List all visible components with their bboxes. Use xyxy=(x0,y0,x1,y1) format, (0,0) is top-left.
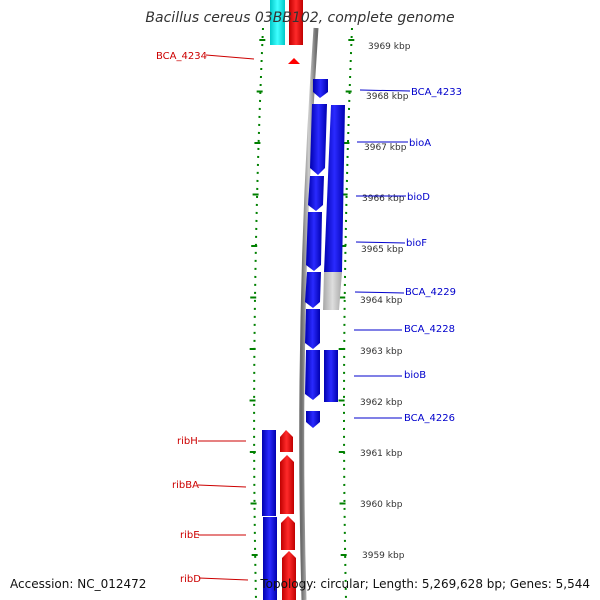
gene-label-BCA_4229: BCA_4229 xyxy=(405,287,456,298)
gene-label-ribE: ribE xyxy=(180,530,200,541)
gene-label-BCA_4233: BCA_4233 xyxy=(411,87,462,98)
scale-labels: 3969 kbp 3968 kbp 3967 kbp 3966 kbp 3965 kbp… xyxy=(360,42,411,561)
genome-summary-text: Topology: circular; Length: 5,269,628 bp… xyxy=(260,577,590,591)
cds-bioA-outer xyxy=(324,105,345,272)
gene-ribBA xyxy=(280,455,294,514)
tick-ring-marks xyxy=(249,39,355,556)
gene-label-bioA: bioA xyxy=(409,138,431,149)
gene-BCA_4233 xyxy=(313,79,328,98)
gene-labels: BCA_4234 ribH ribBA ribE ribD BCA_4233 bioA bio… xyxy=(156,51,462,585)
scale-tick-label: 3964 kbp xyxy=(360,296,403,306)
tick-ring-left xyxy=(253,27,264,600)
label-leader-line xyxy=(205,54,255,60)
gene-label-bioF: bioF xyxy=(406,238,427,249)
scale-tick-label: 3967 kbp xyxy=(364,143,407,153)
gene-bioD xyxy=(308,176,324,211)
gene-label-BCA_4228: BCA_4228 xyxy=(404,324,455,335)
gene-fragment-red xyxy=(289,0,303,45)
scale-tick-label: 3968 kbp xyxy=(366,92,409,102)
label-leader-line xyxy=(198,577,249,581)
gene-BCA_4228 xyxy=(305,309,320,349)
gene-fragment-cyan xyxy=(270,0,285,45)
scale-tick-label: 3961 kbp xyxy=(360,449,403,459)
cds-rib-outer-1 xyxy=(262,430,276,516)
accession-text: Accession: NC_012472 xyxy=(10,577,147,591)
cds-rib-outer-2 xyxy=(263,517,277,600)
gene-label-BCA_4234: BCA_4234 xyxy=(156,51,207,62)
gene-label-BCA_4226: BCA_4226 xyxy=(404,413,455,424)
scale-tick-label: 3966 kbp xyxy=(362,194,405,204)
cds-bioB-outer xyxy=(324,350,338,402)
gene-label-bioB: bioB xyxy=(404,370,426,381)
tick-ring-right xyxy=(343,27,353,600)
gene-label-ribD: ribD xyxy=(180,574,201,585)
gene-BCA_4234 xyxy=(288,58,300,64)
gene-ribE xyxy=(281,516,295,550)
label-leader-line xyxy=(354,291,405,294)
gene-bioB-inner xyxy=(305,350,320,400)
genome-backbone xyxy=(299,27,319,600)
label-leader-line xyxy=(355,241,406,244)
label-leader-line xyxy=(359,89,411,92)
scale-tick-label: 3959 kbp xyxy=(362,551,405,561)
gene-label-ribBA: ribBA xyxy=(172,480,199,491)
scale-tick-label: 3960 kbp xyxy=(360,500,403,510)
cds-pseudo-grey xyxy=(323,272,342,310)
scale-tick-label: 3963 kbp xyxy=(360,347,403,357)
scale-tick-label: 3969 kbp xyxy=(368,42,411,52)
gene-label-ribH: ribH xyxy=(177,436,198,447)
gene-ribH xyxy=(280,430,293,452)
gene-label-bioD: bioD xyxy=(407,192,430,203)
label-leader-line xyxy=(197,484,247,488)
gene-bioA-inner xyxy=(310,104,327,175)
gene-BCA_4226 xyxy=(306,411,320,428)
scale-tick-label: 3962 kbp xyxy=(360,398,403,408)
map-title: Bacillus cereus 03BB102, complete genome xyxy=(145,10,455,26)
gene-bioF xyxy=(306,212,322,271)
gene-BCA_4229 xyxy=(305,272,321,308)
gene-ribD xyxy=(282,551,296,600)
scale-tick-label: 3965 kbp xyxy=(361,245,404,255)
